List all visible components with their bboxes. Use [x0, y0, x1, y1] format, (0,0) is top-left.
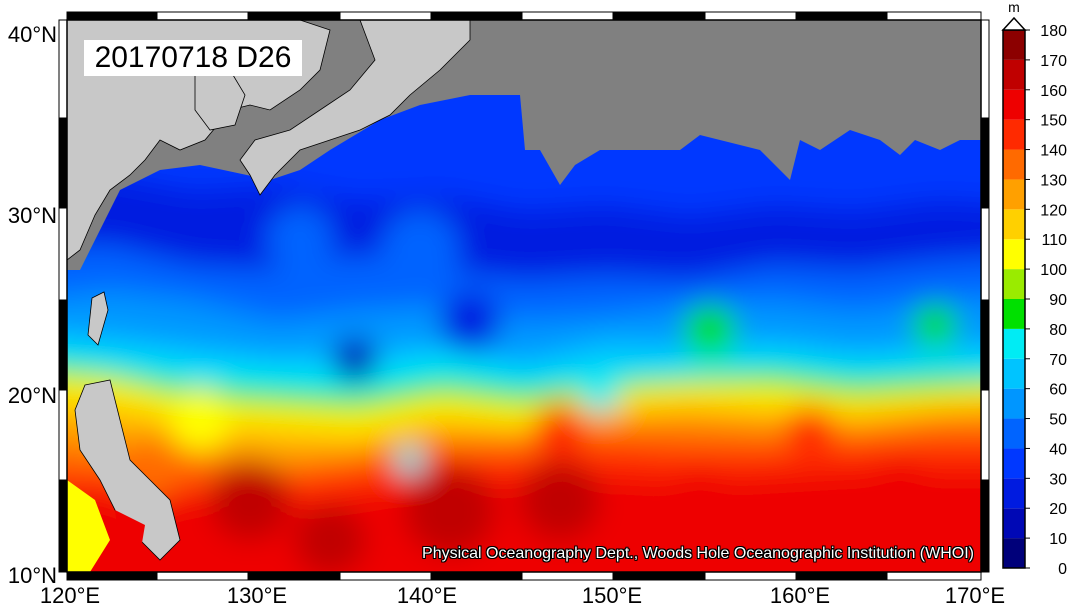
credit-text: Physical Oceanography Dept., Woods Hole … — [422, 545, 974, 562]
lon-label: 160°E — [770, 583, 830, 606]
colorbar-tick-label: 70 — [1049, 352, 1067, 369]
lat-label: 10°N — [8, 563, 57, 588]
lat-label: 20°N — [8, 383, 57, 408]
colorbar: 0 10 20 30 40 50 60 70 80 90 100 110 120 130 140 150 160… — [1001, 0, 1067, 578]
colorbar-tick-label: 140 — [1040, 143, 1067, 160]
colorbar-swatch — [1003, 508, 1025, 539]
colorbar-tick-label: 20 — [1049, 501, 1067, 518]
lon-label: 120°E — [40, 583, 100, 606]
colorbar-swatch — [1003, 30, 1025, 60]
colorbar-tick-label: 40 — [1049, 441, 1067, 458]
colorbar-tick-label: 120 — [1040, 202, 1067, 219]
colorbar-tick-label: 50 — [1049, 412, 1067, 429]
colorbar-tick-label: 160 — [1040, 83, 1067, 100]
colorbar-swatch — [1003, 179, 1025, 210]
colorbar-tick-label: 90 — [1049, 292, 1067, 309]
latitude-labels: 40°N 30°N 20°N 10°N — [8, 22, 57, 588]
lon-label: 140°E — [397, 583, 457, 606]
colorbar-swatch — [1003, 119, 1025, 150]
colorbar-swatch — [1003, 418, 1025, 449]
colorbar-swatch — [1003, 149, 1025, 180]
colorbar-tick-label: 30 — [1049, 471, 1067, 488]
colorbar-extend-arrow — [1001, 16, 1027, 31]
lat-label: 30°N — [8, 203, 57, 228]
colorbar-tick-label: 10 — [1049, 531, 1067, 548]
colorbar-tick-label: 80 — [1049, 322, 1067, 339]
land-mask — [67, 20, 981, 572]
colorbar-swatch — [1003, 299, 1025, 329]
colorbar-swatch — [1003, 388, 1025, 419]
colorbar-tick-label: 180 — [1040, 23, 1067, 40]
date-label: 20170718 D26 — [84, 40, 302, 76]
colorbar-tick-label: 150 — [1040, 113, 1067, 130]
colorbar-tick-label: 100 — [1040, 262, 1067, 279]
map-frame — [58, 11, 990, 581]
colorbar-swatch — [1003, 448, 1025, 479]
colorbar-swatch — [1003, 538, 1025, 568]
colorbar-tick-label: 130 — [1040, 172, 1067, 189]
lon-label: 130°E — [227, 583, 287, 606]
colorbar-swatch — [1003, 358, 1025, 389]
colorbar-swatch — [1003, 209, 1025, 240]
colorbar-swatch — [1003, 59, 1025, 90]
lat-label: 40°N — [8, 22, 57, 47]
colorbar-swatch — [1003, 89, 1025, 120]
colorbar-swatch — [1003, 269, 1025, 299]
ocean-field — [67, 20, 981, 572]
colorbar-swatch — [1003, 478, 1025, 509]
colorbar-tick-label: 110 — [1041, 232, 1067, 249]
colorbar-swatch — [1003, 239, 1025, 270]
lon-label: 150°E — [582, 583, 642, 606]
colorbar-swatch — [1003, 328, 1025, 359]
colorbar-tick-label: 0 — [1058, 561, 1067, 578]
longitude-labels: 120°E 130°E 140°E 150°E 160°E 170°E — [40, 583, 1005, 606]
lon-label: 170°E — [945, 583, 1005, 606]
colorbar-tick-label: 170 — [1040, 53, 1067, 70]
colorbar-unit: m — [1008, 0, 1020, 15]
colorbar-tick-label: 60 — [1049, 382, 1067, 399]
